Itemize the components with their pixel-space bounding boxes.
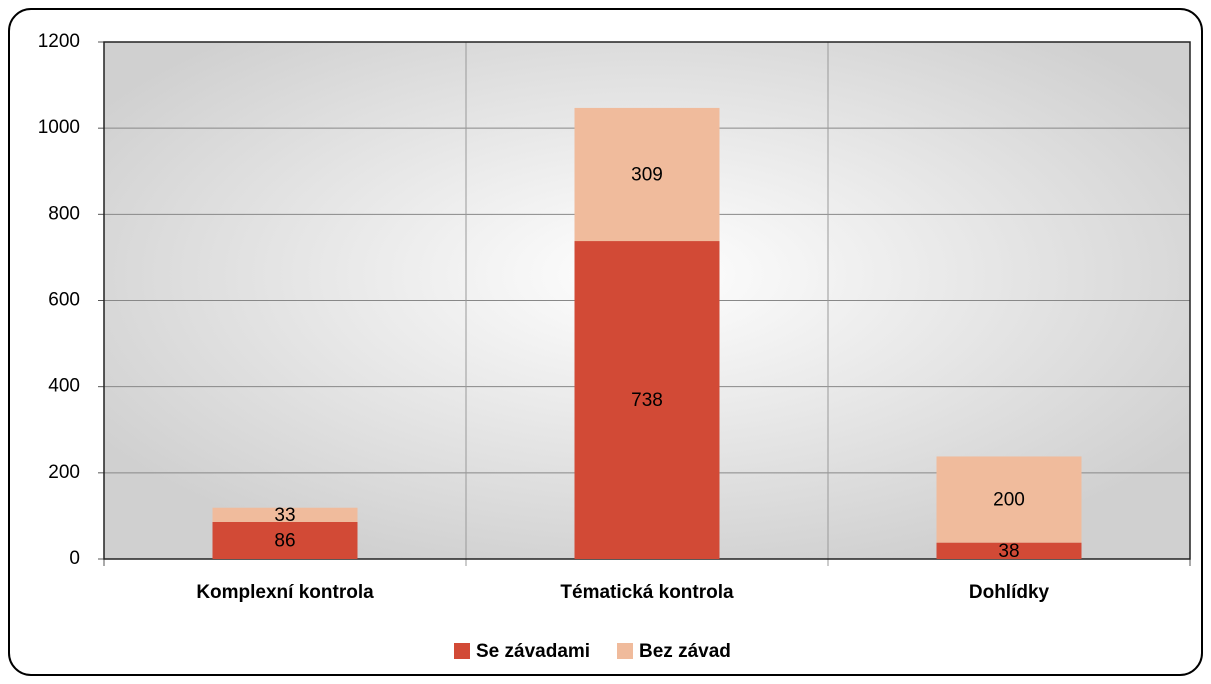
y-tick-label: 200 bbox=[48, 462, 80, 483]
legend-label: Bez závad bbox=[639, 641, 731, 662]
legend-label: Se závadami bbox=[476, 641, 590, 662]
data-label: 309 bbox=[631, 164, 663, 185]
x-tick-label: Komplexní kontrola bbox=[196, 582, 374, 603]
y-tick-label: 800 bbox=[48, 203, 80, 224]
bar-segment bbox=[212, 521, 358, 559]
y-tick-label: 600 bbox=[48, 290, 80, 311]
legend-swatch bbox=[454, 643, 470, 659]
data-label: 738 bbox=[631, 390, 663, 411]
data-label: 200 bbox=[993, 490, 1025, 511]
x-tick-label: Dohlídky bbox=[969, 582, 1050, 603]
data-label: 38 bbox=[998, 541, 1019, 562]
data-label: 86 bbox=[274, 530, 295, 551]
bar-segment bbox=[574, 107, 720, 242]
bar-segment bbox=[574, 241, 720, 560]
x-tick-label: Tématická kontrola bbox=[560, 582, 734, 603]
y-tick-label: 1200 bbox=[38, 31, 80, 52]
bar-segment bbox=[212, 507, 358, 522]
data-label: 33 bbox=[274, 505, 295, 526]
bar-segment bbox=[936, 542, 1082, 559]
y-tick-label: 400 bbox=[48, 376, 80, 397]
y-tick-label: 1000 bbox=[38, 117, 80, 138]
bar-segment bbox=[936, 456, 1082, 543]
legend-swatch bbox=[617, 643, 633, 659]
y-tick-label: 0 bbox=[69, 548, 80, 569]
